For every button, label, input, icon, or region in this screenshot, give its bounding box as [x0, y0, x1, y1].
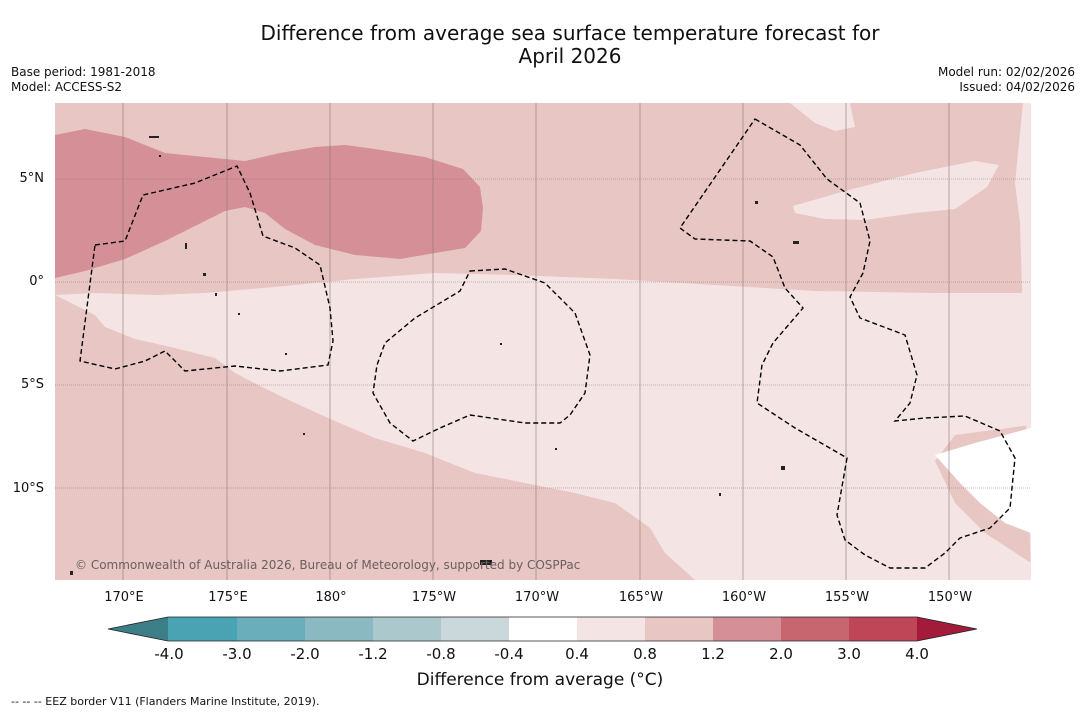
island	[215, 293, 217, 296]
lon-label-170w: 170°W	[514, 590, 560, 605]
map-title-line1: Difference from average sea surface temp…	[260, 21, 880, 45]
lat-label-10s: 10°S	[12, 481, 44, 496]
colorbar-tick: 3.0	[837, 645, 861, 663]
colorbar-bin	[781, 617, 849, 641]
colorbar-bin	[441, 617, 509, 641]
colorbar-tick: 1.2	[701, 645, 725, 663]
colorbar-tick: -1.2	[358, 645, 388, 663]
island	[285, 353, 287, 355]
island	[185, 243, 187, 249]
island	[793, 241, 799, 244]
colorbar-bin	[849, 617, 917, 641]
island	[238, 313, 240, 315]
eez-border-west	[79, 165, 334, 372]
colorbar-tick: -0.4	[494, 645, 524, 663]
island	[555, 448, 557, 450]
meta-left: Base period: 1981-2018 Model: ACCESS-S2	[11, 65, 156, 95]
anomaly-region-light-north	[793, 161, 999, 220]
lon-label-155w: 155°W	[824, 590, 870, 605]
lon-label-175e: 175°E	[208, 590, 248, 605]
colorbar-bin	[168, 617, 237, 641]
anomaly-region-neutral	[935, 428, 1031, 533]
island	[70, 571, 73, 575]
colorbar-bin	[645, 617, 713, 641]
lat-label-0: 0°	[29, 274, 44, 289]
colorbar-bin	[713, 617, 781, 641]
colorbar-bin	[305, 617, 373, 641]
colorbar-bin	[577, 617, 645, 641]
meta-right: Model run: 02/02/2026 Issued: 04/02/2026	[938, 65, 1075, 95]
island	[719, 493, 721, 496]
anomaly-region-light-top	[790, 103, 855, 131]
colorbar-left-arrow	[108, 617, 168, 641]
graticule	[55, 103, 1031, 580]
colorbar-bin	[237, 617, 305, 641]
islands	[70, 136, 799, 575]
lon-label-170e: 170°E	[104, 590, 144, 605]
map-svg	[55, 103, 1031, 580]
eez-borders	[79, 118, 1016, 569]
colorbar-outline	[107, 616, 978, 642]
colorbar-right-arrow	[917, 617, 977, 641]
model-name: Model: ACCESS-S2	[11, 80, 123, 94]
colorbar-tick: -2.0	[290, 645, 320, 663]
eez-border-central	[372, 268, 591, 442]
issued-date: Issued: 04/02/2026	[959, 80, 1075, 94]
model-run: Model run: 02/02/2026	[937, 65, 1075, 79]
island	[755, 201, 758, 204]
lon-label-180: 180°	[315, 590, 347, 605]
colorbar-tick: -3.0	[222, 645, 252, 663]
anomaly-region-light	[55, 273, 1031, 580]
colorbar-label: Difference from average (°C)	[416, 670, 664, 690]
lat-label-5n: 5°N	[19, 171, 45, 186]
lon-label-160w: 160°W	[721, 590, 767, 605]
copyright-notice: © Commonwealth of Australia 2026, Bureau…	[75, 558, 581, 572]
lon-label-175w: 175°W	[411, 590, 457, 605]
map-title-line2: April 2026	[518, 44, 622, 68]
island	[480, 560, 492, 565]
island	[149, 136, 159, 138]
colorbar-tick: 2.0	[769, 645, 793, 663]
colorbar-tick: -4.0	[154, 645, 184, 663]
lon-label-150w: 150°W	[927, 590, 973, 605]
colorbar-bin	[373, 617, 441, 641]
lat-label-5s: 5°S	[20, 377, 44, 392]
colorbar-label-source: Difference from average ($^\circ$C)	[0, 0, 18, 1]
island	[303, 433, 305, 435]
anomaly-region-warm	[55, 129, 483, 278]
anomaly-region-light-edge	[1015, 103, 1031, 580]
island	[159, 155, 161, 157]
lon-label-165w: 165°W	[618, 590, 664, 605]
island	[203, 273, 206, 276]
colorbar-tick: -0.8	[426, 645, 456, 663]
colorbar-tick: 0.8	[633, 645, 657, 663]
map-title: Difference from average sea surface temp…	[230, 22, 910, 68]
colorbar-tick: 0.4	[565, 645, 589, 663]
base-period: Base period: 1981-2018	[11, 65, 156, 79]
island	[500, 343, 502, 345]
island	[781, 466, 785, 470]
sst-anomaly-map	[55, 103, 1031, 580]
eez-border-east	[679, 118, 1016, 569]
colorbar-bin	[509, 617, 577, 641]
eez-footnote: -- -- -- EEZ border V11 (Flanders Marine…	[11, 695, 320, 708]
colorbar-tick: 4.0	[905, 645, 929, 663]
